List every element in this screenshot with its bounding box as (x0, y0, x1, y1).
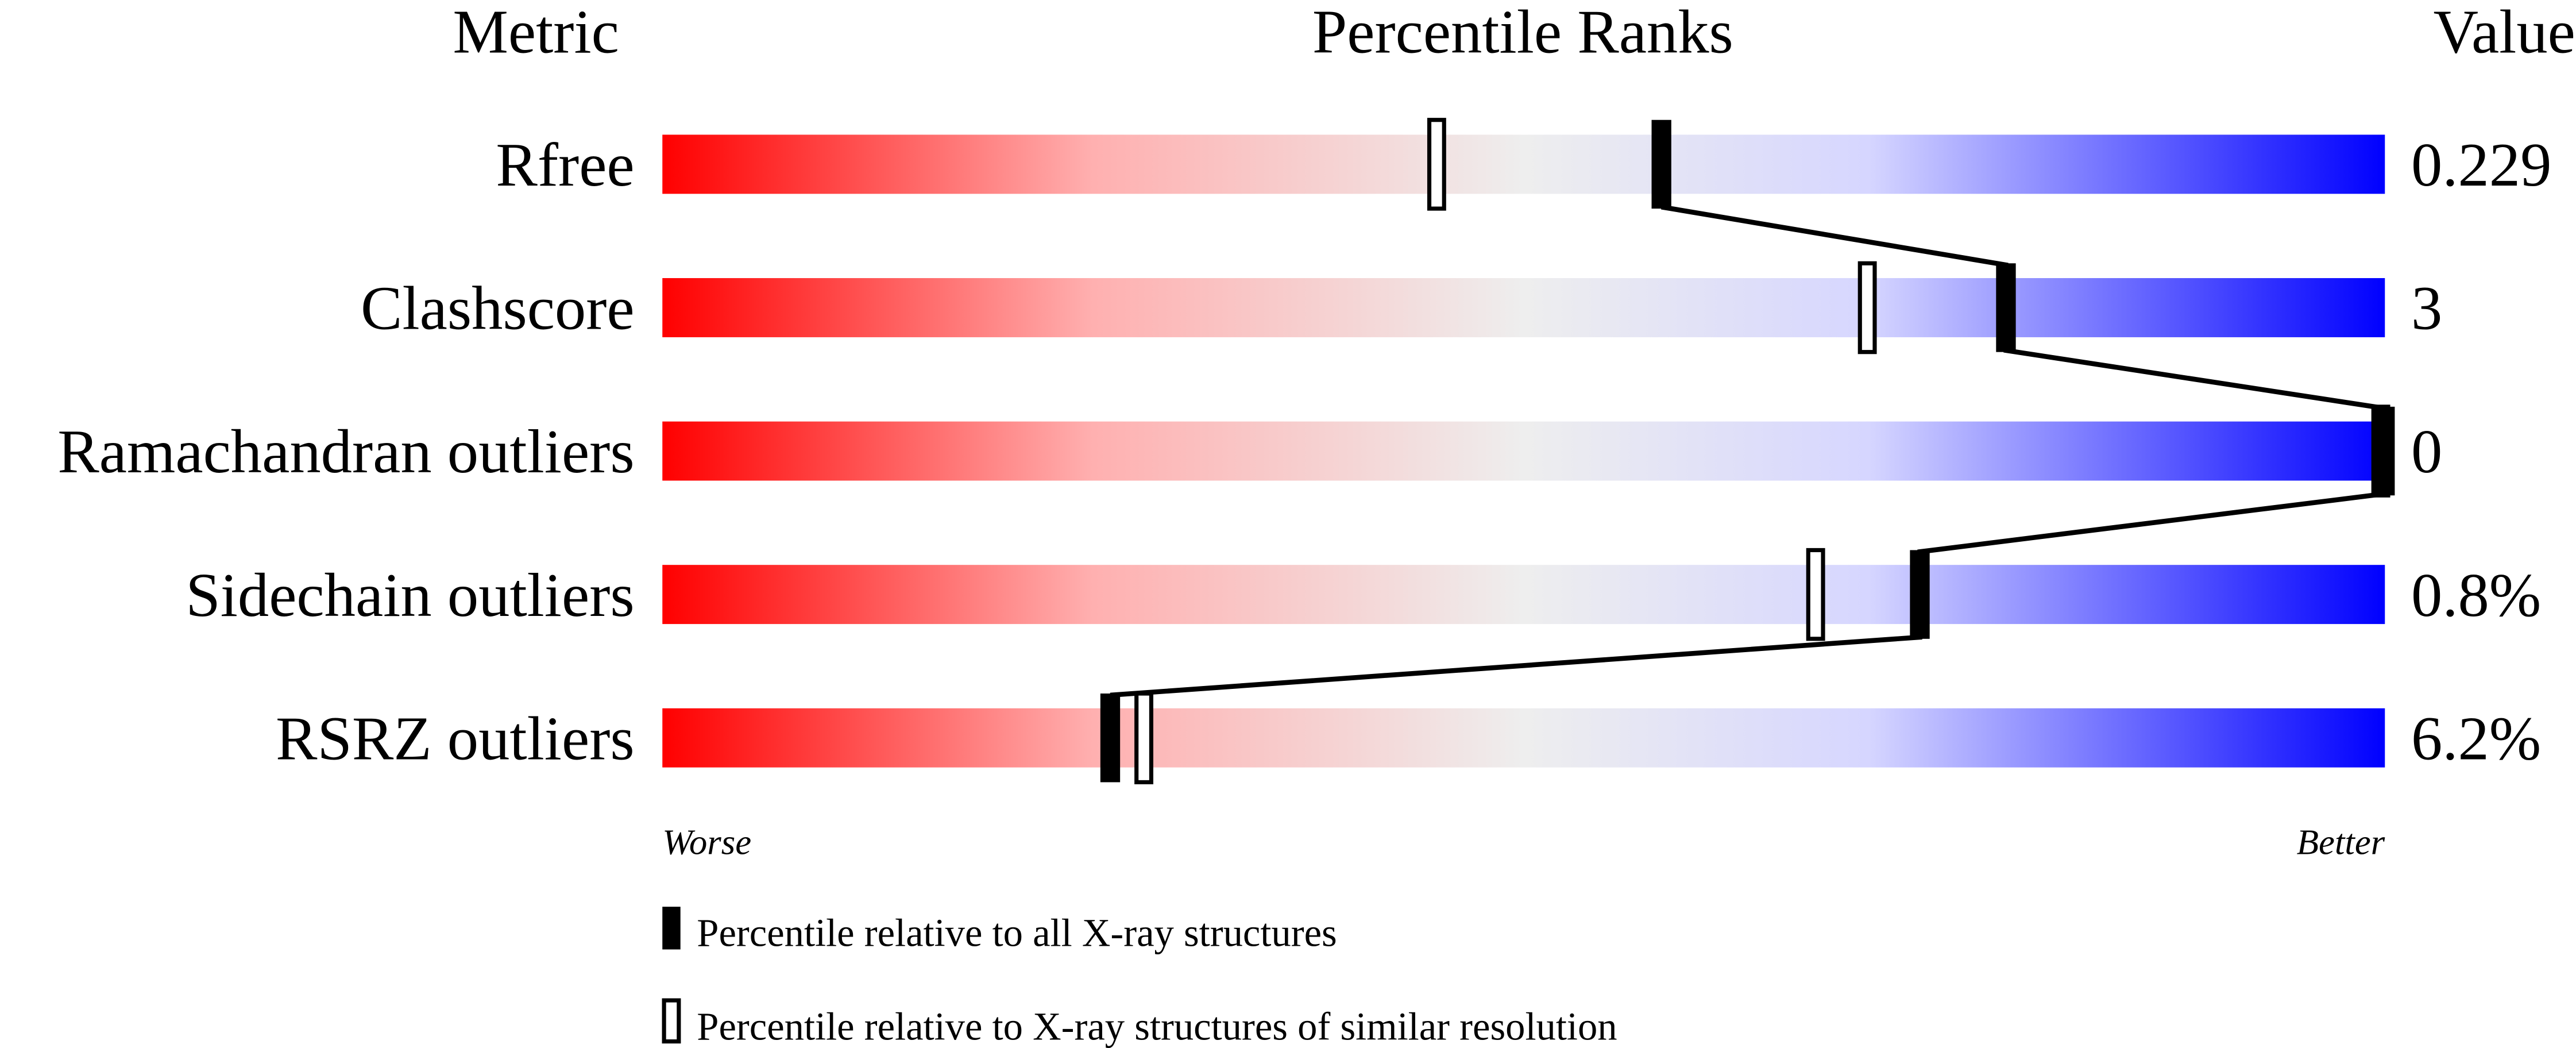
percentile-similar-marker (1806, 548, 1825, 641)
metric-bar (662, 421, 2385, 481)
header-value: Value (2434, 0, 2575, 66)
legend-similar-marker (662, 998, 681, 1044)
metric-label: Rfree (496, 130, 634, 199)
percentile-all-marker (1651, 120, 1671, 209)
metric-bar (662, 278, 2385, 337)
percentile-similar-marker (1857, 261, 1877, 355)
metric-value: 0.229 (2411, 130, 2551, 199)
legend-all-label: Percentile relative to all X-ray structu… (697, 911, 1337, 955)
metric-value: 0.8% (2411, 561, 2541, 630)
metric-label: RSRZ outliers (276, 704, 635, 773)
percentile-all-marker (2375, 406, 2395, 496)
metric-label: Sidechain outliers (186, 561, 634, 630)
metric-bar (662, 565, 2385, 625)
percentile-all-marker (1910, 550, 1930, 639)
percentile-all-marker (1100, 693, 1121, 783)
legend-similar-label: Percentile relative to X-ray structures … (697, 1005, 1617, 1048)
metric-value: 0 (2411, 417, 2442, 486)
header-percentile-ranks: Percentile Ranks (1312, 0, 1733, 66)
metric-label: Clashscore (361, 274, 635, 343)
metric-value: 6.2% (2411, 704, 2541, 773)
percentile-similar-marker (1427, 118, 1446, 211)
legend-all-marker (662, 907, 681, 950)
metric-value: 3 (2411, 274, 2442, 343)
percentile-all-marker (1996, 263, 2016, 352)
metric-label: Ramachandran outliers (57, 417, 634, 486)
percentile-similar-marker (1134, 691, 1153, 784)
header-metric: Metric (453, 0, 619, 66)
axis-label-better: Better (2297, 822, 2385, 862)
metric-bar (662, 708, 2385, 768)
axis-label-worse: Worse (662, 822, 751, 862)
metric-bar (662, 134, 2385, 194)
